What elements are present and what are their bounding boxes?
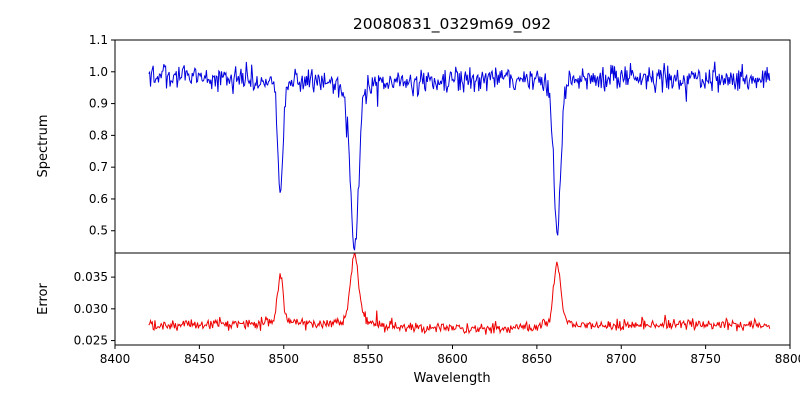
y-tick-label: 0.035 — [74, 270, 108, 284]
spectrum-y-axis-label: Spectrum — [36, 115, 51, 178]
y-tick-label: 1.0 — [89, 65, 108, 79]
chart-title: 20080831_0329m69_092 — [353, 15, 551, 34]
x-tick-label: 8650 — [522, 352, 553, 366]
x-tick-label: 8600 — [437, 352, 468, 366]
y-tick-label: 0.5 — [89, 224, 108, 238]
error-y-axis-label: Error — [36, 283, 51, 315]
panel-border-spectrum — [114, 39, 791, 254]
x-tick-label: 8400 — [100, 352, 131, 366]
x-tick-label: 8800 — [775, 352, 800, 366]
panel-border-error — [114, 252, 791, 346]
x-tick-label: 8550 — [353, 352, 384, 366]
spectrum-curve — [148, 61, 771, 251]
curves-layer — [148, 61, 771, 335]
x-axis-label: Wavelength — [413, 371, 490, 386]
y-tick-label: 0.8 — [89, 128, 108, 142]
axes-layer: 0.5 0.6 0.7 0.8 0.9 1.0 1.1 0.025 0.030 0.035 8400… — [74, 33, 800, 366]
y-tick-label: 0.7 — [89, 160, 108, 174]
x-tick-label: 8450 — [184, 352, 215, 366]
error-curve — [148, 253, 771, 335]
y-tick-label: 0.030 — [74, 302, 108, 316]
y-tick-label: 0.6 — [89, 192, 108, 206]
y-tick-label: 0.9 — [89, 97, 108, 111]
x-tick-label: 8700 — [606, 352, 637, 366]
y-tick-label: 0.025 — [74, 334, 108, 348]
x-tick-label: 8750 — [690, 352, 721, 366]
x-tick-label: 8500 — [268, 352, 299, 366]
y-tick-label: 1.1 — [89, 33, 108, 47]
